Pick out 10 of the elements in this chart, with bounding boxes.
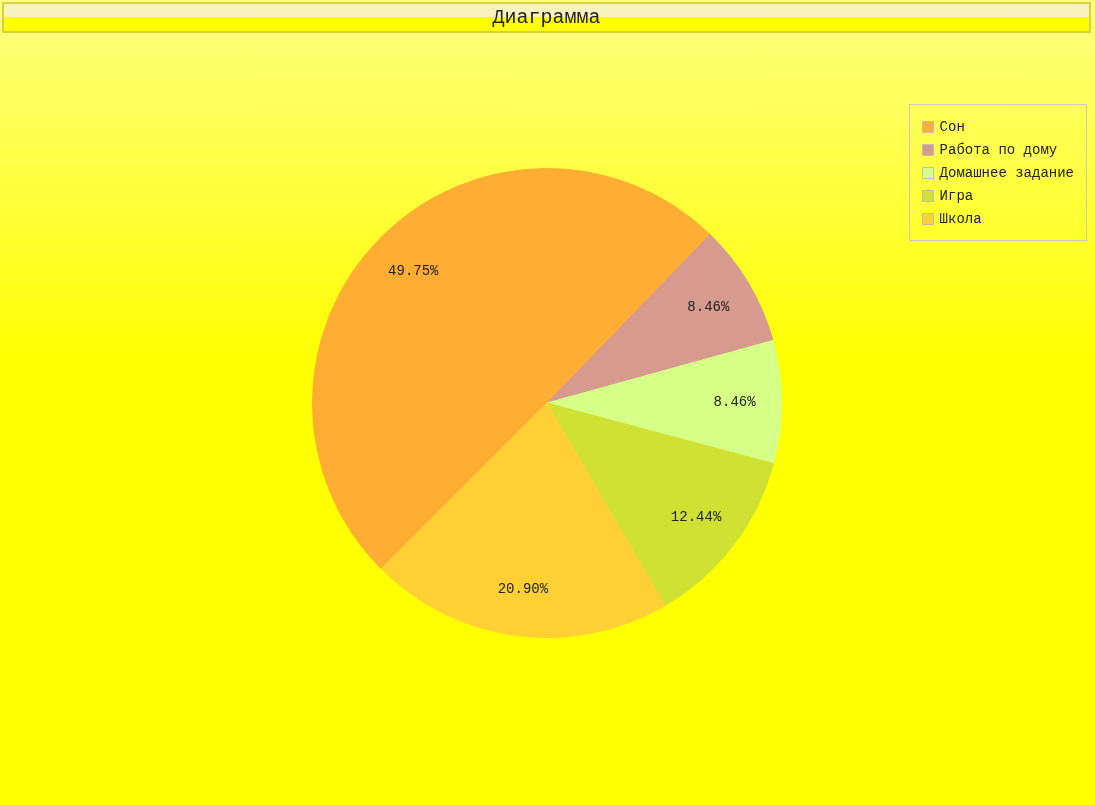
legend-label: Школа (939, 210, 982, 227)
legend-label: Работа по дому (939, 141, 1058, 158)
data-label: 8.46% (713, 393, 757, 410)
data-label: 20.90% (497, 580, 549, 597)
legend-label: Домашнее задание (939, 164, 1074, 181)
data-label: 12.44% (670, 508, 722, 525)
data-label: 8.46% (687, 298, 730, 315)
legend-label: Сон (939, 118, 965, 135)
data-label: 49.75% (388, 263, 440, 280)
legend-label: Игра (939, 187, 974, 204)
